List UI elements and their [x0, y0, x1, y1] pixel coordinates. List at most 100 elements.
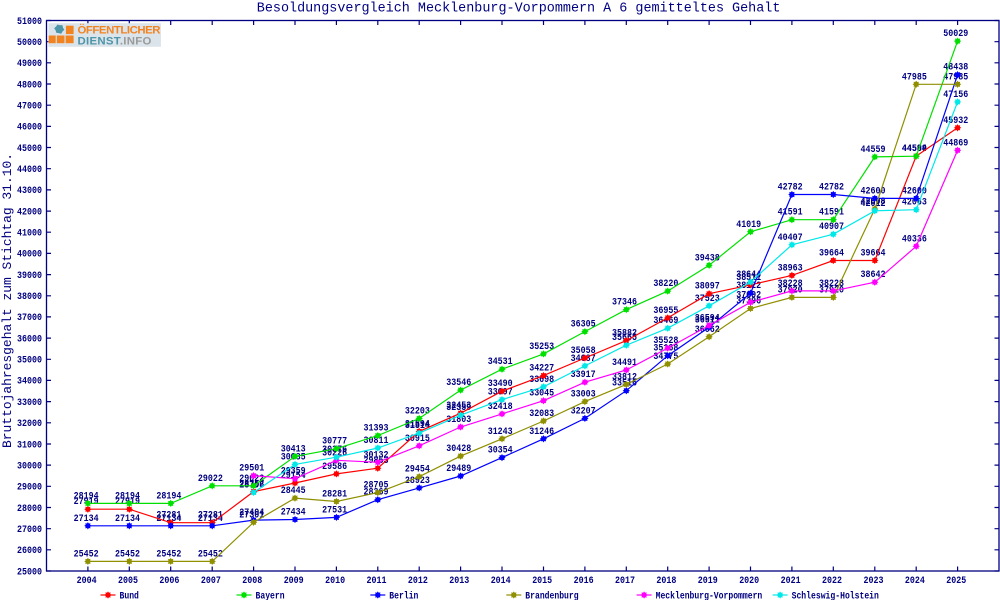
svg-text:2004: 2004 [77, 576, 97, 587]
svg-text:34531: 34531 [488, 357, 513, 368]
svg-text:2011: 2011 [367, 576, 387, 587]
svg-text:33917: 33917 [571, 370, 596, 381]
svg-text:44589: 44589 [902, 144, 927, 155]
svg-text:49000: 49000 [17, 59, 42, 70]
svg-text:38220: 38220 [653, 279, 678, 290]
svg-text:36000: 36000 [17, 334, 42, 345]
svg-text:29022: 29022 [198, 474, 223, 485]
svg-text:44869: 44869 [943, 138, 968, 149]
svg-text:39664: 39664 [819, 249, 844, 260]
svg-text:28923: 28923 [405, 476, 430, 487]
svg-text:38511: 38511 [736, 273, 761, 284]
svg-text:45932: 45932 [943, 116, 968, 127]
svg-text:34000: 34000 [17, 377, 42, 388]
svg-text:33000: 33000 [17, 398, 42, 409]
svg-text:44000: 44000 [17, 165, 42, 176]
svg-text:DIENST.INFO: DIENST.INFO [78, 35, 152, 47]
svg-text:29586: 29586 [322, 462, 347, 473]
svg-text:36955: 36955 [653, 306, 678, 317]
svg-text:36469: 36469 [653, 316, 678, 327]
svg-text:27281: 27281 [156, 511, 181, 522]
svg-text:28000: 28000 [17, 504, 42, 515]
svg-text:2022: 2022 [822, 576, 842, 587]
svg-text:2023: 2023 [864, 576, 884, 587]
svg-text:29022: 29022 [239, 474, 264, 485]
svg-text:25452: 25452 [74, 549, 99, 560]
svg-text:Bayern: Bayern [256, 591, 285, 600]
svg-text:48438: 48438 [943, 63, 968, 74]
svg-text:32418: 32418 [488, 402, 513, 413]
svg-text:38228: 38228 [778, 279, 803, 290]
svg-text:2016: 2016 [574, 576, 594, 587]
svg-text:30413: 30413 [281, 444, 306, 455]
svg-text:29000: 29000 [17, 483, 42, 494]
svg-text:34227: 34227 [529, 364, 554, 375]
svg-text:27404: 27404 [239, 508, 264, 519]
svg-text:34491: 34491 [612, 358, 637, 369]
svg-text:40336: 40336 [902, 234, 927, 245]
svg-text:31514: 31514 [405, 421, 430, 432]
svg-text:25452: 25452 [156, 549, 181, 560]
svg-text:38963: 38963 [778, 263, 803, 274]
svg-text:2007: 2007 [201, 576, 221, 587]
svg-text:30915: 30915 [405, 434, 430, 445]
svg-text:Schleswig-Holstein: Schleswig-Holstein [792, 590, 879, 600]
svg-text:2015: 2015 [532, 576, 552, 587]
svg-text:31243: 31243 [488, 427, 513, 438]
svg-text:36511: 36511 [695, 315, 720, 326]
svg-text:40407: 40407 [778, 233, 803, 244]
svg-text:27134: 27134 [198, 514, 223, 525]
svg-text:30811: 30811 [364, 436, 389, 447]
svg-text:27434: 27434 [281, 508, 306, 519]
svg-text:2021: 2021 [781, 576, 801, 587]
svg-text:42098: 42098 [861, 197, 886, 208]
svg-text:50029: 50029 [943, 29, 968, 40]
svg-text:28194: 28194 [74, 491, 99, 502]
svg-text:25000: 25000 [17, 567, 42, 578]
svg-text:35528: 35528 [653, 336, 678, 347]
svg-text:30226: 30226 [322, 448, 347, 459]
svg-text:42782: 42782 [819, 183, 844, 194]
svg-text:44559: 44559 [861, 145, 886, 156]
svg-text:30000: 30000 [17, 461, 42, 472]
svg-text:Berlin: Berlin [389, 590, 418, 600]
svg-text:42600: 42600 [902, 186, 927, 197]
svg-text:38097: 38097 [695, 282, 720, 293]
svg-text:35000: 35000 [17, 356, 42, 367]
svg-text:2019: 2019 [698, 576, 718, 587]
svg-text:ÖFFENTLICHER: ÖFFENTLICHER [78, 23, 161, 36]
svg-text:32359: 32359 [446, 403, 471, 414]
svg-text:27134: 27134 [74, 514, 99, 525]
svg-text:46000: 46000 [17, 123, 42, 134]
svg-text:38000: 38000 [17, 292, 42, 303]
svg-text:28194: 28194 [156, 491, 181, 502]
svg-text:47985: 47985 [943, 72, 968, 83]
svg-text:43000: 43000 [17, 186, 42, 197]
svg-text:29489: 29489 [446, 464, 471, 475]
svg-text:37346: 37346 [612, 298, 637, 309]
svg-text:42012: 42012 [861, 199, 886, 210]
svg-text:38228: 38228 [819, 279, 844, 290]
svg-text:Mecklenburg-Vorpommern: Mecklenburg-Vorpommern [656, 590, 763, 600]
svg-text:33698: 33698 [529, 375, 554, 386]
svg-text:Bruttojahresgehalt zum Stichta: Bruttojahresgehalt zum Stichtag 31.10. [0, 153, 15, 448]
svg-text:40907: 40907 [819, 222, 844, 233]
svg-text:41000: 41000 [17, 229, 42, 240]
svg-text:27134: 27134 [115, 514, 140, 525]
svg-text:31393: 31393 [364, 424, 389, 435]
svg-text:32083: 32083 [529, 409, 554, 420]
svg-text:2025: 2025 [946, 576, 966, 587]
svg-text:37692: 37692 [736, 290, 761, 301]
svg-text:28445: 28445 [281, 486, 306, 497]
svg-text:38644: 38644 [736, 270, 761, 281]
svg-text:27301: 27301 [239, 510, 264, 521]
svg-text:33546: 33546 [446, 378, 471, 389]
svg-text:27134: 27134 [156, 514, 181, 525]
svg-text:32453: 32453 [446, 401, 471, 412]
svg-text:39664: 39664 [861, 249, 886, 260]
svg-text:25452: 25452 [115, 549, 140, 560]
svg-text:2012: 2012 [408, 576, 428, 587]
svg-text:2017: 2017 [615, 576, 635, 587]
svg-text:36305: 36305 [571, 320, 596, 331]
svg-text:27281: 27281 [198, 511, 223, 522]
